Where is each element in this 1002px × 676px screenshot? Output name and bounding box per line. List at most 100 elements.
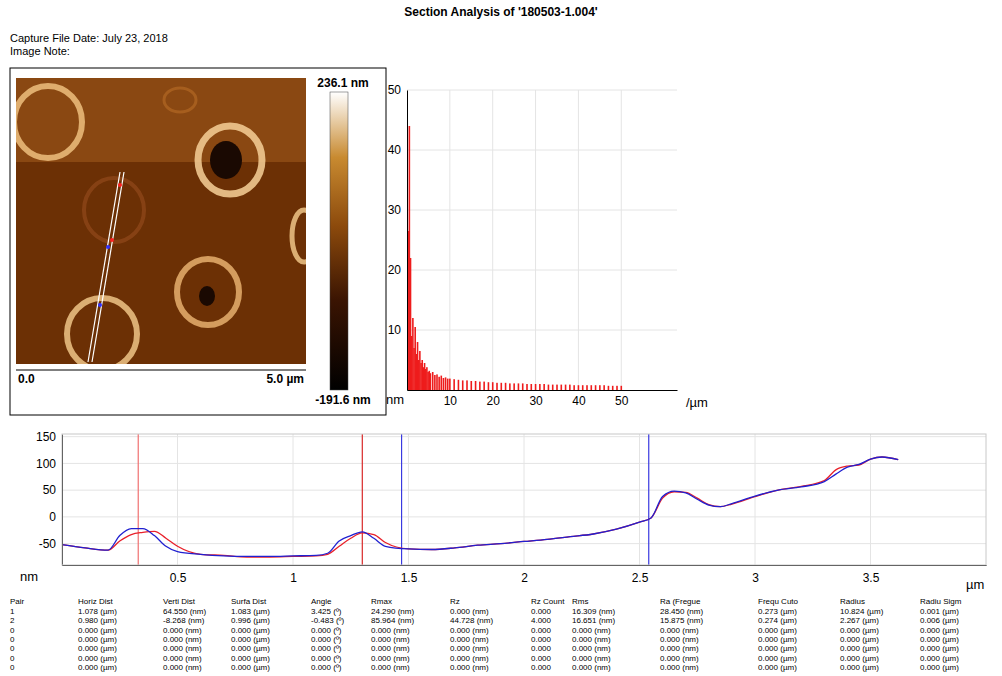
bar — [483, 382, 485, 390]
column-head: Radiu Sigm — [920, 597, 962, 606]
table-cell: 28.450 (nm) — [660, 607, 703, 616]
bar — [496, 383, 498, 390]
table-cell: 0.000 (nm) — [450, 663, 489, 672]
table-cell: 0.980 (µm) — [78, 616, 117, 625]
bar — [548, 385, 550, 390]
bar — [436, 374, 438, 390]
column-head: Rz — [450, 597, 460, 606]
table-cell: 1 — [10, 607, 15, 616]
table-cell: 1.078 (µm) — [78, 607, 117, 616]
table-cell: 0.000 (nm) — [660, 635, 699, 644]
table-cell: 0.000 (nm) — [450, 607, 489, 616]
bar — [447, 379, 449, 390]
bar — [458, 380, 460, 390]
column-head: Angle — [311, 597, 332, 606]
tick-label: 10 — [388, 323, 402, 337]
image-ground — [16, 78, 306, 364]
table-cell: 0.000 (nm) — [371, 644, 410, 653]
table-cell: 0.000 (nm) — [450, 654, 489, 663]
tick: 10 — [388, 323, 407, 337]
table-cell: 16.309 (nm) — [572, 607, 615, 616]
tick: 20 — [487, 390, 501, 408]
bar — [518, 383, 520, 390]
table-cell: 0.273 (µm) — [758, 607, 797, 616]
table-cell: 0.000 (µm) — [920, 626, 959, 635]
bar — [488, 382, 490, 390]
column-head: Rms — [572, 597, 588, 606]
column-head: Pair — [10, 597, 25, 606]
bar — [608, 386, 610, 390]
bar — [586, 385, 588, 390]
tick: 2.5 — [632, 565, 649, 585]
table-cell: 0.000 (µm) — [78, 644, 117, 653]
tick: 20 — [388, 263, 407, 277]
table: PairHoriz DistVerti DistSurfa DistAngleR… — [10, 597, 962, 672]
table-cell: 0.000 (nm) — [660, 644, 699, 653]
table-cell: 0.000 (µm) — [840, 626, 879, 635]
tick-label: 1 — [290, 571, 297, 585]
table-cell: 0.000 (nm) — [572, 635, 611, 644]
bar — [539, 384, 541, 390]
bar — [595, 385, 597, 390]
scale-label: 5.0 µm — [266, 372, 304, 386]
tick-label: 30 — [388, 203, 402, 217]
table-cell: 0.000 — [531, 663, 552, 672]
tick: 1.5 — [401, 565, 418, 585]
table-cell: 0.000 (nm) — [660, 663, 699, 672]
x-axis-title: µm — [966, 577, 984, 592]
bar — [543, 384, 545, 390]
bar — [462, 380, 464, 390]
grid-line — [62, 490, 986, 491]
tick: 0 — [49, 510, 62, 524]
grid-line — [449, 90, 450, 390]
table-cell: 0.000 (µm) — [920, 635, 959, 644]
bar — [432, 372, 434, 390]
tick: 1 — [290, 565, 297, 585]
table-cell: 3.425 (º) — [311, 607, 342, 616]
tick: 50 — [43, 483, 62, 497]
table-cell: 0.000 (µm) — [78, 626, 117, 635]
grid-line — [62, 543, 986, 544]
bar — [616, 386, 618, 390]
grid-line — [408, 434, 409, 565]
particle-ring — [292, 210, 306, 262]
table-cell: 4.000 — [531, 616, 552, 625]
table-cell: 0.000 (µm) — [920, 654, 959, 663]
grid-line — [407, 330, 677, 331]
table-cell: 0 — [10, 644, 15, 653]
column-head: Ra (Fregue — [660, 597, 701, 606]
bar — [522, 383, 524, 390]
table-cell: 0.000 (µm) — [231, 644, 270, 653]
table-cell: 0.000 (nm) — [163, 635, 202, 644]
particle-ring — [177, 259, 239, 325]
section-cursor — [118, 183, 122, 187]
bar — [492, 382, 494, 390]
table-cell: 0.000 (µm) — [758, 635, 797, 644]
table-cell: -8.268 (nm) — [163, 616, 205, 625]
particle-ring — [67, 298, 137, 364]
table-cell: 0.000 (nm) — [572, 663, 611, 672]
table-cell: 0.000 (µm) — [758, 663, 797, 672]
scale-line — [16, 370, 306, 371]
section-line — [92, 172, 124, 362]
bar — [443, 378, 445, 390]
column-head: Rz Count — [531, 597, 565, 606]
tick-label: 100 — [36, 457, 56, 471]
tick: 30 — [529, 390, 543, 408]
table-cell: 0.000 (µm) — [758, 644, 797, 653]
column-head: Surfa Dist — [231, 597, 267, 606]
bar — [565, 385, 567, 390]
colorbar-label: -191.6 nm — [315, 393, 370, 407]
bar — [445, 377, 447, 390]
table-cell: 0 — [10, 635, 15, 644]
bar — [599, 385, 601, 390]
table-cell: 0.000 (nm) — [163, 644, 202, 653]
table-cell: 15.875 (nm) — [660, 616, 703, 625]
column-head: Rmax — [371, 597, 392, 606]
grid-line — [578, 90, 579, 390]
tick: 50 — [388, 83, 407, 97]
table-cell: 0.000 (µm) — [78, 654, 117, 663]
table-cell: 0 — [10, 654, 15, 663]
bar — [582, 385, 584, 390]
bar — [453, 379, 455, 390]
